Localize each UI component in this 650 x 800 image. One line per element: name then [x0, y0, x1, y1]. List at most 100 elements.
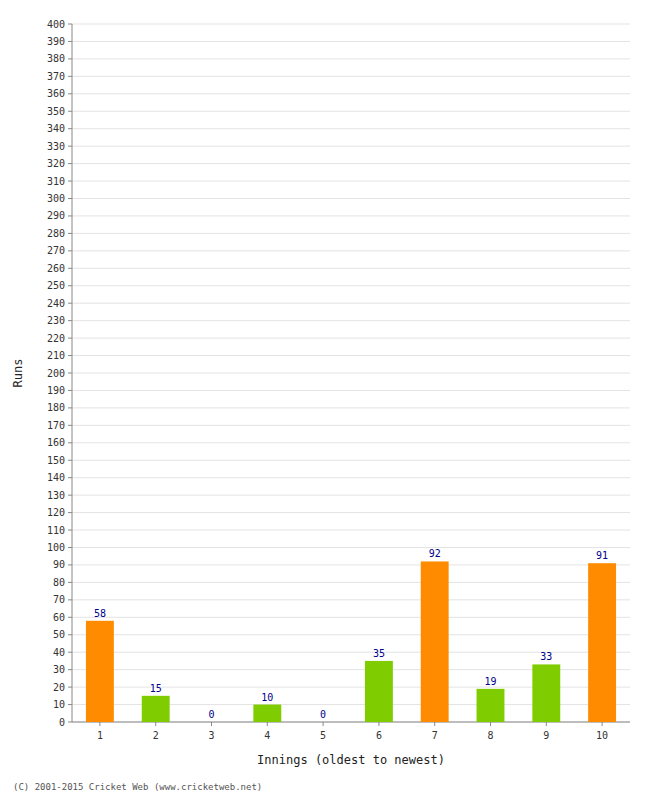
- grid-line: [72, 268, 630, 269]
- bar: [309, 722, 337, 723]
- grid-line: [72, 460, 630, 461]
- y-tick: [68, 722, 72, 723]
- y-tick-label: 150: [47, 455, 65, 466]
- data-label: 35: [373, 648, 385, 659]
- y-tick: [68, 303, 72, 304]
- y-tick: [68, 93, 72, 94]
- bar: [86, 621, 114, 722]
- y-tick-label: 80: [53, 577, 65, 588]
- grid-line: [72, 198, 630, 199]
- y-tick: [68, 198, 72, 199]
- data-labels: 581501003592193391: [94, 548, 608, 720]
- grid-line: [72, 477, 630, 478]
- y-tick: [68, 547, 72, 548]
- y-tick: [68, 495, 72, 496]
- y-tick: [68, 425, 72, 426]
- y-tick-label: 90: [53, 559, 65, 570]
- y-tick: [68, 373, 72, 374]
- data-label: 19: [484, 676, 496, 687]
- y-tick: [68, 407, 72, 408]
- y-tick-label: 170: [47, 420, 65, 431]
- y-tick-label: 250: [47, 280, 65, 291]
- y-tick: [68, 564, 72, 565]
- y-tick: [68, 634, 72, 635]
- grid-line: [72, 111, 630, 112]
- grid-line: [72, 355, 630, 356]
- grid-line: [72, 512, 630, 513]
- y-tick: [68, 111, 72, 112]
- y-tick-label: 310: [47, 176, 65, 187]
- y-axis-label: Runs: [11, 359, 25, 388]
- bar: [421, 561, 449, 722]
- x-axis-label: Innings (oldest to newest): [257, 753, 445, 767]
- y-tick: [68, 355, 72, 356]
- y-tick: [68, 652, 72, 653]
- y-tick-label: 60: [53, 612, 65, 623]
- y-tick: [68, 320, 72, 321]
- y-tick: [68, 76, 72, 77]
- y-tick: [68, 582, 72, 583]
- grid-line: [72, 407, 630, 408]
- data-label: 10: [261, 692, 273, 703]
- y-tick-label: 240: [47, 298, 65, 309]
- data-label: 91: [596, 550, 608, 561]
- y-tick: [68, 268, 72, 269]
- y-tick-label: 290: [47, 210, 65, 221]
- x-tick: [155, 722, 156, 726]
- y-tick-label: 340: [47, 123, 65, 134]
- grid-line: [72, 128, 630, 129]
- bar: [365, 661, 393, 722]
- y-tick-label: 220: [47, 333, 65, 344]
- grid-line: [72, 599, 630, 600]
- y-tick-label: 230: [47, 315, 65, 326]
- x-tick-label: 2: [153, 730, 159, 741]
- data-label: 33: [540, 651, 552, 662]
- x-tick-label: 6: [376, 730, 382, 741]
- x-tick: [490, 722, 491, 726]
- y-tick: [68, 181, 72, 182]
- grid-line: [72, 442, 630, 443]
- data-label: 0: [208, 709, 214, 720]
- grid-line: [72, 76, 630, 77]
- x-tick-label: 5: [320, 730, 326, 741]
- y-tick-label: 70: [53, 594, 65, 605]
- y-axis-line: [72, 24, 73, 722]
- y-tick-label: 180: [47, 402, 65, 413]
- y-tick: [68, 477, 72, 478]
- x-tick: [99, 722, 100, 726]
- grid-line: [72, 425, 630, 426]
- grid-line: [72, 58, 630, 59]
- y-tick: [68, 215, 72, 216]
- grid-line: [72, 250, 630, 251]
- bar: [253, 705, 281, 722]
- x-tick-label: 9: [543, 730, 549, 741]
- data-label: 58: [94, 608, 106, 619]
- y-tick-label: 50: [53, 629, 65, 640]
- y-tick: [68, 146, 72, 147]
- grid-line: [72, 215, 630, 216]
- grid-line: [72, 24, 630, 25]
- y-tick-label: 120: [47, 507, 65, 518]
- bar: [142, 696, 170, 722]
- y-tick-label: 190: [47, 385, 65, 396]
- x-tick: [546, 722, 547, 726]
- y-tick: [68, 233, 72, 234]
- y-tick-label: 0: [59, 717, 65, 728]
- y-tick-label: 380: [47, 53, 65, 64]
- y-tick-label: 370: [47, 71, 65, 82]
- y-tick: [68, 250, 72, 251]
- grid-line: [72, 390, 630, 391]
- chart: 0102030405060708090100110120130140150160…: [0, 0, 650, 800]
- x-tick: [267, 722, 268, 726]
- x-tick: [602, 722, 603, 726]
- grid-line: [72, 303, 630, 304]
- y-tick-label: 110: [47, 525, 65, 536]
- bar: [198, 722, 226, 723]
- grid-line: [72, 320, 630, 321]
- y-tick-label: 210: [47, 350, 65, 361]
- grid-line: [72, 146, 630, 147]
- grid-line: [72, 285, 630, 286]
- y-tick: [68, 669, 72, 670]
- grid-line: [72, 582, 630, 583]
- y-tick: [68, 512, 72, 513]
